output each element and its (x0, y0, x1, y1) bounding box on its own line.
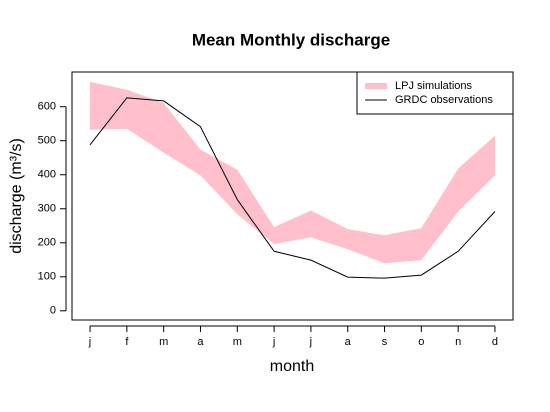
y-tick-label: 300 (38, 203, 56, 215)
x-tick-label: j (272, 336, 275, 348)
x-tick-label: d (492, 336, 498, 348)
legend-box (356, 71, 514, 115)
x-tick-label: o (418, 336, 424, 348)
x-tick-label: s (382, 336, 388, 348)
x-tick-label: m (159, 336, 168, 348)
y-tick-label: 500 (38, 135, 56, 147)
x-tick-label: n (455, 336, 461, 348)
y-tick-label: 400 (38, 169, 56, 181)
x-tick-label: m (233, 336, 242, 348)
y-tick-label: 200 (38, 237, 56, 249)
legend-label: LPJ simulations (395, 80, 473, 92)
y-tick-label: 600 (38, 101, 56, 113)
legend-label: GRDC observations (395, 94, 493, 106)
y-tick-label: 0 (50, 305, 56, 317)
x-tick-label: j (88, 336, 91, 348)
y-tick-label: 100 (38, 271, 56, 283)
line (89, 97, 496, 279)
x-tick-label: j (309, 336, 312, 348)
band (90, 81, 495, 264)
y-axis-label: discharge (m³/s) (8, 138, 25, 254)
chart-title: Mean Monthly discharge (192, 30, 390, 49)
x-tick-label: f (125, 336, 129, 348)
x-tick-label: a (345, 336, 352, 348)
x-axis-label: month (270, 358, 314, 375)
plot-box (71, 71, 514, 321)
x-tick-label: a (197, 336, 204, 348)
